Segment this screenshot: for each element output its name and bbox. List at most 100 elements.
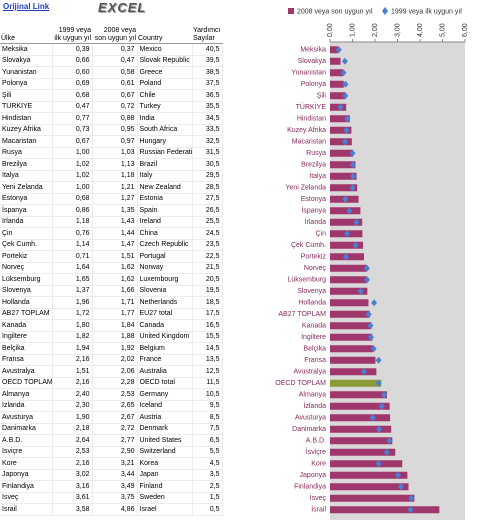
table-row: Danimarka 2,18 2,72 Denmark 7,5 — [0, 423, 223, 435]
table-cell: 25,5 — [192, 216, 223, 228]
table-cell: Slovakya — [0, 55, 53, 67]
bar — [330, 69, 344, 77]
table-cell: Norway — [137, 262, 193, 274]
table-cell: New Zealand — [137, 181, 193, 194]
table-cell: 2,90 — [92, 446, 138, 458]
table-cell: Turkey — [137, 101, 193, 113]
table-cell: 2,53 — [52, 446, 93, 458]
table-cell: 0,39 — [52, 43, 93, 56]
table-cell: 1,47 — [92, 239, 138, 251]
diamond-marker — [352, 241, 359, 249]
table-row: Hindistan 0,77 0,88 India 34,5 — [0, 112, 223, 125]
table-cell: Belgium — [137, 342, 193, 355]
table-row: Avusturya 1,90 2,67 Austria 8,5 — [0, 411, 223, 424]
diamond-marker — [349, 161, 356, 169]
table-cell: 0,71 — [52, 250, 93, 263]
table-cell: 2,77 — [92, 434, 138, 447]
original-link[interactable]: Orijinal Link — [3, 2, 50, 11]
table-cell: Lüksemburg — [0, 273, 53, 286]
table-cell: 1,92 — [92, 342, 138, 355]
table-cell: 2,16 — [52, 377, 93, 389]
table-cell: Hungary — [137, 135, 193, 148]
table-row: İsveç 3,61 3,75 Sweden 1,5 — [0, 492, 223, 504]
diamond-marker — [357, 287, 364, 295]
table-cell: 1,88 — [92, 331, 138, 343]
column-header: Yardımcı Sayılar — [192, 20, 222, 44]
category-label: A.B.D. — [306, 438, 326, 445]
table-cell: Belçika — [0, 342, 53, 355]
table-cell: 39,5 — [192, 55, 223, 67]
column-header: Ülke — [0, 20, 52, 44]
table-row: Lüksemburg 1,65 1,62 Luxembourg 20,5 — [0, 273, 223, 286]
diamond-marker — [342, 92, 349, 100]
table-cell: 3,75 — [92, 492, 138, 504]
category-label: Fransa — [304, 357, 326, 364]
diamond-marker — [369, 414, 376, 422]
table-cell: 0,67 — [52, 135, 93, 148]
diamond-marker — [375, 356, 382, 364]
bar — [330, 126, 352, 134]
bar — [330, 368, 377, 376]
bar — [330, 184, 358, 192]
category-label: Estonya — [301, 196, 326, 203]
table-cell: Polonya — [0, 78, 53, 90]
table-cell: 34,5 — [192, 112, 223, 125]
table-cell: 1,62 — [92, 273, 138, 286]
header-row: Ülke 1999 veya ilk uygun yıl 2008 veya son… — [0, 20, 222, 44]
table-cell: Slovak Republic — [137, 55, 193, 67]
table-cell: Netherlands — [137, 296, 193, 309]
diamond-marker — [376, 425, 383, 433]
table-cell: South Africa — [137, 124, 193, 136]
table-cell: 7,5 — [192, 423, 223, 435]
table-cell: Japonya — [0, 469, 53, 481]
table-cell: United States — [137, 434, 193, 447]
chart: 0,00 1,00 2,00 3,00 4,00 5,00 6,00 2008 veya so… — [275, 7, 469, 520]
table-cell: Portugal — [137, 250, 193, 263]
table-cell: 1,03 — [92, 147, 138, 159]
table-cell: Meksika — [0, 43, 53, 56]
column-header: 1999 veya ilk uygun yıl — [52, 20, 92, 44]
table-cell: 8,5 — [192, 411, 223, 424]
table-row: Kuzey Afrika 0,73 0,95 South Africa 33,5 — [0, 124, 223, 136]
table-cell: Estonya — [0, 193, 53, 205]
category-label: İspanya — [301, 206, 326, 215]
table-cell: Japan — [137, 469, 193, 481]
table-cell: 4,5 — [192, 457, 223, 470]
table-cell: 16,5 — [192, 319, 223, 332]
diamond-marker — [386, 437, 393, 445]
table-cell: Austria — [137, 411, 193, 424]
table-cell: 1,65 — [52, 273, 93, 286]
table-cell: 3,61 — [52, 492, 93, 504]
table-cell: 1,82 — [52, 331, 93, 343]
table-cell: 38,5 — [192, 66, 223, 79]
table-cell: Kore — [0, 457, 53, 470]
table-row: Fransa 2,16 2,02 France 13,5 — [0, 354, 223, 366]
table-cell: İspanya — [0, 204, 53, 217]
table-cell: 37,5 — [192, 78, 223, 90]
table-cell: Switzerland — [137, 446, 193, 458]
table-row: Portekiz 0,71 1,51 Portugal 22,5 — [0, 250, 223, 263]
table-cell: 1,44 — [92, 227, 138, 240]
category-label: Meksika — [300, 47, 326, 54]
table-cell: 36,5 — [192, 89, 223, 102]
table-cell: 15,5 — [192, 331, 223, 343]
table-cell: 1,90 — [52, 411, 93, 424]
diamond-marker — [407, 506, 414, 514]
table-cell: 1,14 — [52, 239, 93, 251]
table-row: Şili 0,68 0,67 Chile 36,5 — [0, 89, 223, 102]
table-row: AB27 TOPLAM 1,72 1,77 EU27 total 17,5 — [0, 308, 223, 320]
table-cell: 20,5 — [192, 273, 223, 286]
diamond-marker — [367, 333, 374, 341]
diamond-marker — [375, 379, 382, 387]
table-row: İsrail 3,58 4,86 Israel 0,5 — [0, 503, 223, 516]
table-cell: 0,76 — [52, 227, 93, 240]
table-cell: Russian Federation — [137, 147, 193, 159]
category-label: Slovakya — [298, 58, 327, 65]
table-cell: 0,67 — [92, 89, 138, 102]
bar — [330, 437, 393, 445]
table-cell: EU27 total — [137, 308, 193, 320]
x-tick-label: 4,00 — [417, 23, 424, 37]
table-cell: 10,5 — [192, 388, 223, 401]
table-cell: Sweden — [137, 492, 193, 504]
